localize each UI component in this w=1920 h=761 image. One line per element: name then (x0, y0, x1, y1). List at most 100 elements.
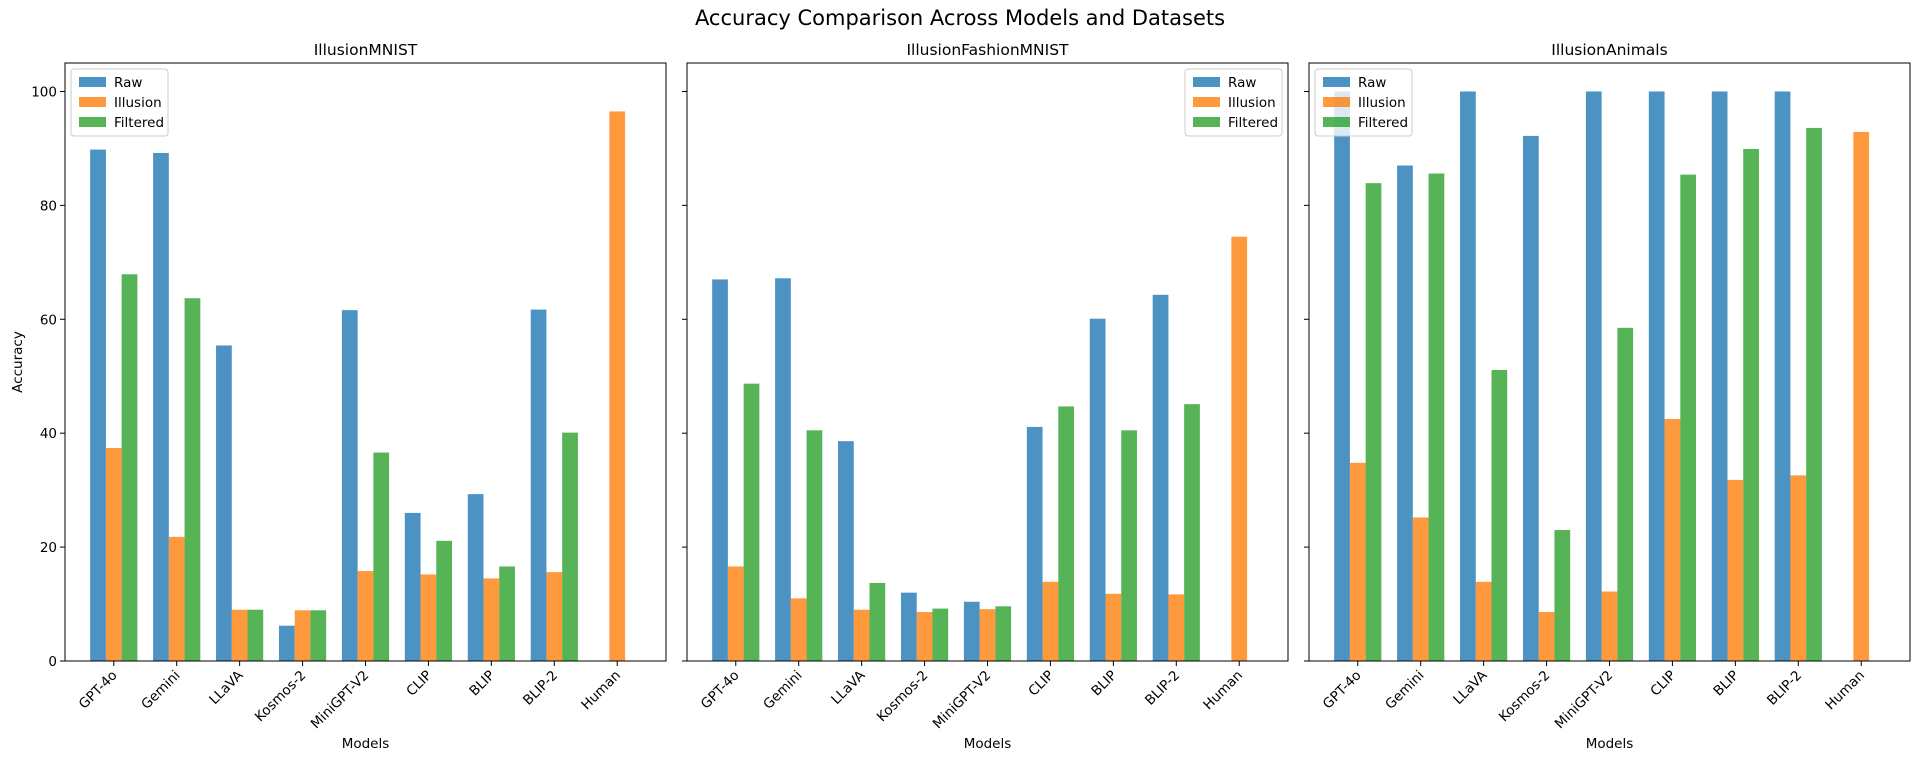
bar-filtered-clip (436, 540, 453, 661)
x-tick-label: CLIP (1025, 668, 1057, 700)
y-axis-label: Accuracy (10, 331, 26, 393)
subplot-title: IllusionMNIST (314, 41, 418, 59)
x-axis-label: Models (1586, 736, 1634, 752)
legend-label-illusion: Illusion (1358, 95, 1406, 111)
legend-swatch-raw (1323, 77, 1350, 87)
bar-illusion-gemini (790, 598, 807, 661)
bar-illusion-blip-2 (1168, 594, 1185, 661)
x-tick-label: CLIP (1647, 668, 1679, 700)
bar-raw-minigpt-v2 (963, 601, 980, 661)
bar-filtered-blip-2 (562, 432, 578, 661)
legend-swatch-illusion (79, 97, 106, 107)
legend-label-filtered: Filtered (114, 115, 164, 131)
bar-filtered-minigpt-v2 (373, 452, 390, 661)
x-tick-label: MiniGPT-V2 (930, 668, 995, 733)
bar-filtered-kosmos-2 (932, 608, 949, 661)
bar-illusion-llava (231, 609, 248, 661)
bar-filtered-kosmos-2 (1554, 530, 1571, 661)
bar-raw-llava (216, 345, 232, 661)
bar-illusion-llava (853, 609, 870, 661)
bar-filtered-blip (1121, 430, 1137, 661)
bar-raw-llava (838, 441, 854, 661)
bar-illusion-human (1853, 131, 1870, 661)
bar-filtered-blip (499, 566, 515, 661)
bar-filtered-llava (1491, 369, 1508, 661)
bar-raw-blip (467, 494, 484, 661)
bar-filtered-blip-2 (1184, 404, 1200, 661)
bar-filtered-llava (247, 609, 264, 661)
bar-raw-blip-2 (1774, 91, 1791, 662)
x-tick-label: CLIP (403, 668, 435, 700)
bar-raw-gpt-4o (1334, 91, 1350, 662)
legend-swatch-illusion (1193, 97, 1220, 107)
legend-swatch-filtered (1193, 117, 1220, 127)
bar-filtered-gemini (184, 298, 201, 661)
x-tick-label: Gemini (1382, 668, 1427, 713)
bar-raw-blip (1711, 91, 1728, 662)
legend: Raw Illusion Filtered (1184, 68, 1283, 137)
legend-swatch-illusion (1323, 97, 1350, 107)
bar-illusion-clip (1042, 581, 1059, 661)
bar-filtered-minigpt-v2 (1617, 327, 1634, 661)
bar-illusion-clip (1664, 418, 1681, 661)
x-tick-label: MiniGPT-V2 (1552, 668, 1617, 733)
y-tick-label: 60 (40, 312, 57, 328)
bar-raw-kosmos-2 (1522, 135, 1539, 661)
subplot-title: IllusionAnimals (1551, 41, 1667, 59)
x-axis-label: Models (342, 736, 390, 752)
bar-illusion-gemini (168, 536, 185, 661)
x-tick-label: Gemini (138, 668, 183, 713)
bar-raw-clip (1648, 91, 1665, 662)
x-tick-label: Human (1822, 668, 1868, 714)
legend-swatch-raw (79, 77, 106, 87)
bar-filtered-gpt-4o (121, 274, 138, 661)
bar-illusion-blip-2 (1790, 475, 1807, 661)
bar-illusion-gpt-4o (105, 448, 122, 661)
bar-raw-gemini (1397, 165, 1413, 661)
legend-label-illusion: Illusion (114, 95, 162, 111)
bar-filtered-clip (1058, 406, 1075, 661)
bar-illusion-kosmos-2 (1538, 612, 1555, 661)
bar-filtered-llava (869, 582, 886, 661)
x-tick-label: Kosmos-2 (874, 668, 932, 726)
bar-raw-llava (1460, 91, 1476, 662)
bar-raw-gpt-4o (90, 149, 106, 661)
x-tick-label: LLaVA (1450, 667, 1491, 708)
subplot-0: 0 20 40 60 80 100 GPT-4o Gemini LLaVA Kosmos-2Min… (10, 41, 667, 752)
x-tick-label: GPT-4o (1320, 668, 1365, 713)
y-tick-label: 40 (40, 426, 57, 442)
x-tick-label: BLIP (1710, 668, 1742, 700)
bar-raw-gemini (153, 152, 169, 662)
bar-raw-gpt-4o (712, 279, 728, 661)
x-tick-label: BLIP (466, 668, 498, 700)
bar-raw-clip (1026, 426, 1043, 661)
bar-raw-blip-2 (1152, 294, 1169, 661)
y-tick-label: 100 (31, 84, 57, 100)
bar-raw-gemini (775, 278, 791, 661)
bar-illusion-blip-2 (546, 572, 563, 661)
figure-title: Accuracy Comparison Across Models and Da… (694, 6, 1226, 30)
bar-filtered-gemini (1428, 173, 1445, 662)
bar-illusion-human (609, 111, 626, 661)
x-tick-label: Human (578, 668, 624, 714)
x-tick-label: Human (1200, 668, 1246, 714)
bar-illusion-kosmos-2 (916, 612, 933, 661)
bar-filtered-gemini (806, 430, 823, 661)
legend-swatch-filtered (79, 117, 106, 127)
legend-swatch-filtered (1323, 117, 1350, 127)
bar-illusion-gemini (1412, 517, 1429, 661)
bar-illusion-blip (1105, 593, 1122, 661)
x-tick-label: GPT-4o (76, 668, 121, 713)
bar-raw-minigpt-v2 (341, 310, 358, 661)
x-tick-label: BLIP-2 (1764, 668, 1805, 709)
bar-raw-kosmos-2 (900, 592, 917, 661)
x-tick-label: Kosmos-2 (252, 668, 310, 726)
x-axis-label: Models (964, 736, 1012, 752)
bar-filtered-gpt-4o (743, 383, 760, 661)
x-tick-label: Kosmos-2 (1496, 668, 1554, 726)
bar-filtered-clip (1680, 174, 1697, 661)
y-tick-label: 0 (48, 654, 57, 670)
bar-illusion-llava (1475, 581, 1492, 661)
